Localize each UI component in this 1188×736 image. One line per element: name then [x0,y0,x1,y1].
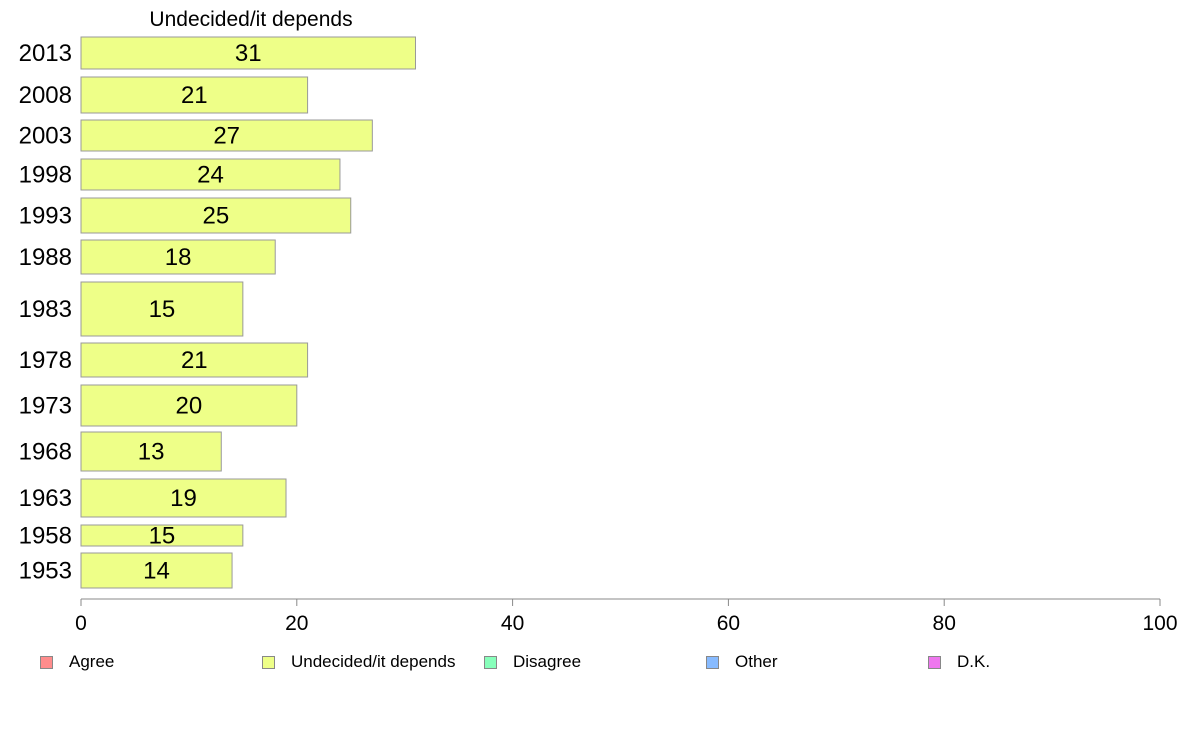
value-label-1993: 25 [203,203,230,230]
legend-swatch [706,655,719,669]
value-label-1983: 15 [149,296,176,323]
value-label-1988: 18 [165,244,192,271]
bar-2003 [80,119,373,152]
legend-swatch [262,655,275,669]
legend-item: Agree [40,652,114,672]
legend-swatch [40,655,53,669]
value-label-1963: 19 [170,485,197,512]
value-label-2008: 21 [181,82,208,109]
legend-swatch [928,655,941,669]
bar-1983 [80,281,244,337]
value-label-2013: 31 [235,40,262,67]
category-label-1988: 1988 [19,244,72,271]
x-tick-label-80: 80 [933,612,956,635]
value-label-1953: 14 [143,558,170,585]
x-axis: 0 20 40 60 80 100 [75,598,1178,635]
legend-label: Disagree [513,652,582,671]
legend-swatch [484,655,497,669]
bar-1973 [80,384,298,427]
x-tick-label-40: 40 [501,612,524,635]
legend-label: D.K. [957,652,991,671]
value-label-1968: 13 [138,439,165,466]
bar-1953 [80,552,233,589]
legend-label: Other [735,652,778,671]
category-label-1963: 1963 [19,485,72,512]
category-label-1978: 1978 [19,347,72,374]
category-label-1993: 1993 [19,203,72,230]
value-label-1973: 20 [176,393,203,420]
value-label-1998: 24 [197,162,224,189]
chart-title: Undecided/it depends [149,8,352,31]
value-label-1978: 21 [181,347,208,374]
category-label-1953: 1953 [19,558,72,585]
bar-2013 [80,36,416,70]
category-label-2013: 2013 [19,40,72,67]
category-label-1983: 1983 [19,296,72,323]
legend-item: Undecided/it depends [262,652,455,672]
x-tick-label-100: 100 [1142,612,1177,635]
value-label-1958: 15 [149,523,176,550]
bar-1968 [80,431,222,472]
bar-1963 [80,478,287,518]
legend-item: D.K. [928,652,990,672]
category-label-2003: 2003 [19,123,72,150]
x-tick-label-60: 60 [717,612,740,635]
bar-1998 [80,158,341,191]
category-label-1998: 1998 [19,162,72,189]
legend-item: Disagree [484,652,581,672]
category-label-1973: 1973 [19,393,72,420]
legend-item: Other [706,652,778,672]
category-label-1968: 1968 [19,439,72,466]
bar-1993 [80,197,352,234]
bar-2008 [80,76,309,114]
bar-1988 [80,239,276,275]
legend: Agree Undecided/it depends Disagree Other D.… [0,652,1188,676]
value-label-2003: 27 [213,123,240,150]
category-label-1958: 1958 [19,523,72,550]
category-label-2008: 2008 [19,82,72,109]
x-tick-label-20: 20 [285,612,308,635]
bar-1978 [80,342,309,378]
bar-1958 [80,524,244,547]
legend-label: Agree [69,652,115,671]
x-tick-label-0: 0 [75,612,87,635]
legend-label: Undecided/it depends [291,652,456,671]
